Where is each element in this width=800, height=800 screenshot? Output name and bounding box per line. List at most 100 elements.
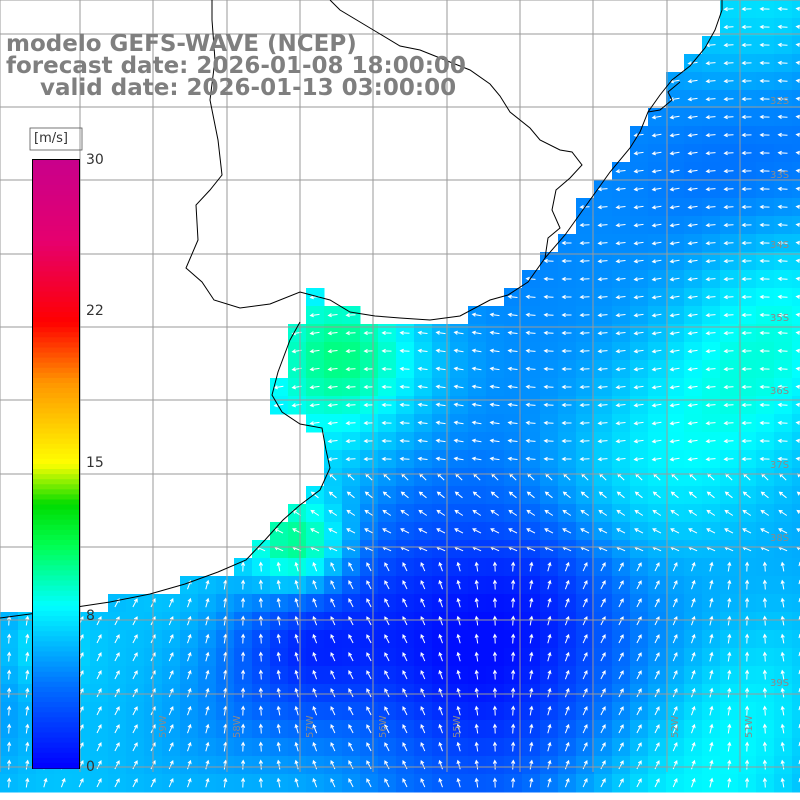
wind-arrow xyxy=(600,670,606,680)
speed-cell xyxy=(792,684,800,703)
wind-arrow xyxy=(723,276,734,282)
wind-arrow xyxy=(741,312,752,318)
wind-arrow xyxy=(600,616,606,626)
wind-arrow xyxy=(366,724,372,734)
wind-arrow xyxy=(345,438,356,444)
wind-arrow xyxy=(547,669,552,680)
wind-arrow xyxy=(691,759,696,770)
wind-arrow xyxy=(561,276,572,282)
colorbar-segment xyxy=(33,752,79,759)
wind-arrow xyxy=(561,420,572,426)
wind-arrow xyxy=(312,561,318,572)
colorbar-segment xyxy=(33,519,79,526)
wind-arrow xyxy=(778,509,788,516)
wind-arrow xyxy=(741,132,752,138)
wind-arrow xyxy=(636,634,642,644)
wind-arrow xyxy=(492,597,498,608)
wind-arrow xyxy=(651,313,662,318)
wind-arrow xyxy=(615,457,626,462)
wind-arrow xyxy=(744,633,750,644)
wind-arrow xyxy=(687,385,698,390)
wind-arrow xyxy=(727,579,732,590)
wind-arrow xyxy=(652,509,662,516)
wind-arrow xyxy=(687,259,698,264)
wind-arrow xyxy=(364,528,374,534)
wind-arrow xyxy=(453,384,464,389)
wind-arrow xyxy=(435,438,446,443)
wind-arrow xyxy=(759,96,770,102)
wind-arrow xyxy=(492,615,498,626)
wind-arrow xyxy=(489,330,500,335)
wind-arrow xyxy=(795,78,800,83)
speed-cell xyxy=(792,288,800,307)
wind-arrow xyxy=(529,777,534,788)
wind-arrow xyxy=(597,385,608,390)
wind-arrow xyxy=(96,724,102,734)
wind-arrow xyxy=(366,778,372,788)
colorbar-segment xyxy=(33,388,79,394)
colorbar-segment xyxy=(33,555,79,561)
wind-arrow xyxy=(564,579,570,590)
wind-arrow xyxy=(669,205,680,210)
wind-arrow xyxy=(25,633,30,644)
wind-arrow xyxy=(438,741,443,752)
wind-arrow xyxy=(705,385,716,390)
wind-arrow xyxy=(453,348,464,353)
wind-arrow xyxy=(547,705,552,716)
wind-arrow xyxy=(741,96,752,102)
colorbar-segment xyxy=(33,225,79,232)
wind-arrow xyxy=(472,491,481,499)
wind-arrow xyxy=(276,597,281,608)
wind-arrow xyxy=(600,760,606,770)
wind-arrow xyxy=(420,723,426,734)
wind-arrow xyxy=(636,688,642,698)
colorbar-segment xyxy=(33,509,79,516)
wind-arrow xyxy=(345,312,356,318)
wind-arrow xyxy=(312,741,318,752)
colorbar-segment xyxy=(33,610,79,617)
wind-arrow xyxy=(327,385,338,390)
wind-arrow xyxy=(43,777,48,788)
colorbar-segment xyxy=(33,757,79,764)
wind-arrow xyxy=(525,438,536,444)
wind-arrow xyxy=(669,187,680,192)
wind-arrow xyxy=(777,348,788,354)
wind-arrow xyxy=(25,723,30,734)
wind-arrow xyxy=(438,651,443,662)
wind-arrow xyxy=(618,706,624,716)
wind-arrow xyxy=(723,204,734,210)
wind-arrow xyxy=(597,439,608,444)
wind-arrow xyxy=(669,367,680,372)
colorbar-segment xyxy=(33,413,79,419)
wind-arrow xyxy=(723,330,734,336)
wind-arrow xyxy=(132,652,138,662)
wind-arrow xyxy=(672,633,678,644)
wind-arrow xyxy=(258,705,264,716)
wind-arrow xyxy=(276,723,281,734)
colorbar-segment xyxy=(33,479,79,485)
wind-arrow xyxy=(762,651,768,662)
wind-arrow xyxy=(276,579,281,590)
wind-arrow xyxy=(741,6,752,12)
wind-arrow xyxy=(634,528,644,534)
wind-arrow xyxy=(132,634,138,644)
wind-arrow xyxy=(759,402,770,408)
wind-arrow xyxy=(489,384,500,389)
wind-arrow xyxy=(579,312,590,318)
speed-cell xyxy=(792,450,800,469)
wind-arrow xyxy=(327,403,338,408)
wind-arrow xyxy=(420,741,426,752)
speed-cell xyxy=(792,324,800,343)
colorbar-segment xyxy=(33,762,79,769)
wind-arrow xyxy=(400,491,409,499)
colorbar-segment xyxy=(33,448,79,455)
wind-arrow xyxy=(402,598,408,608)
wind-arrow xyxy=(727,705,732,716)
wind-arrow xyxy=(187,687,192,698)
wind-arrow xyxy=(687,403,698,408)
wind-arrow xyxy=(474,579,479,590)
wind-arrow xyxy=(691,561,696,572)
wind-arrow xyxy=(168,705,174,716)
wind-arrow xyxy=(651,385,662,390)
wind-arrow xyxy=(582,651,588,662)
